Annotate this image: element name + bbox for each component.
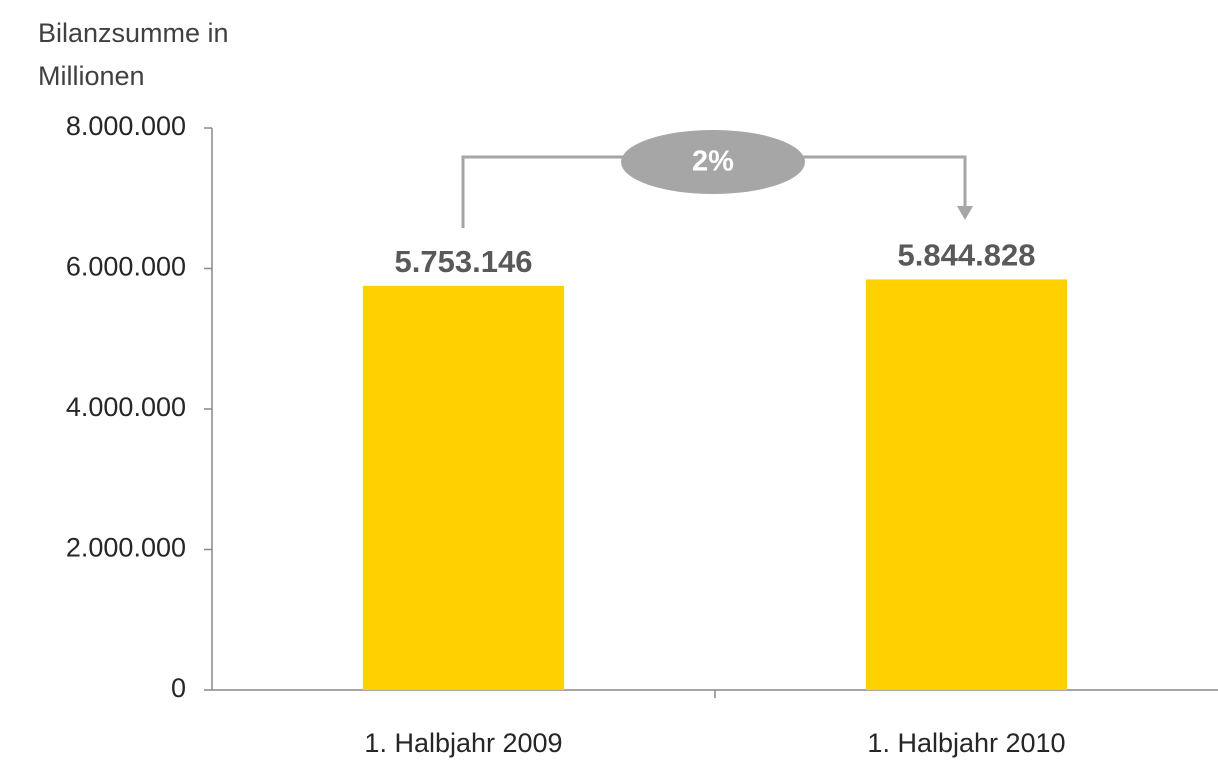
y-tick-label: 0 — [171, 673, 186, 703]
arrow-head — [957, 206, 973, 220]
x-tick-label: 1. Halbjahr 2010 — [867, 728, 1065, 758]
y-tick-label: 4.000.000 — [66, 392, 186, 422]
annotation: 2% — [692, 146, 734, 178]
bar — [362, 285, 565, 690]
data-label: 5.753.146 — [395, 244, 533, 279]
y-tick-label: 2.000.000 — [66, 533, 186, 563]
y-tick-label: 8.000.000 — [66, 111, 186, 141]
y-tick-label: 6.000.000 — [66, 252, 186, 282]
y-axis-title: Bilanzsumme in Millionen — [38, 18, 229, 91]
annotation-bubble — [621, 130, 805, 194]
data-label: 5.844.828 — [898, 238, 1036, 273]
x-tick-label: 1. Halbjahr 2009 — [364, 728, 562, 758]
bar — [865, 279, 1068, 690]
